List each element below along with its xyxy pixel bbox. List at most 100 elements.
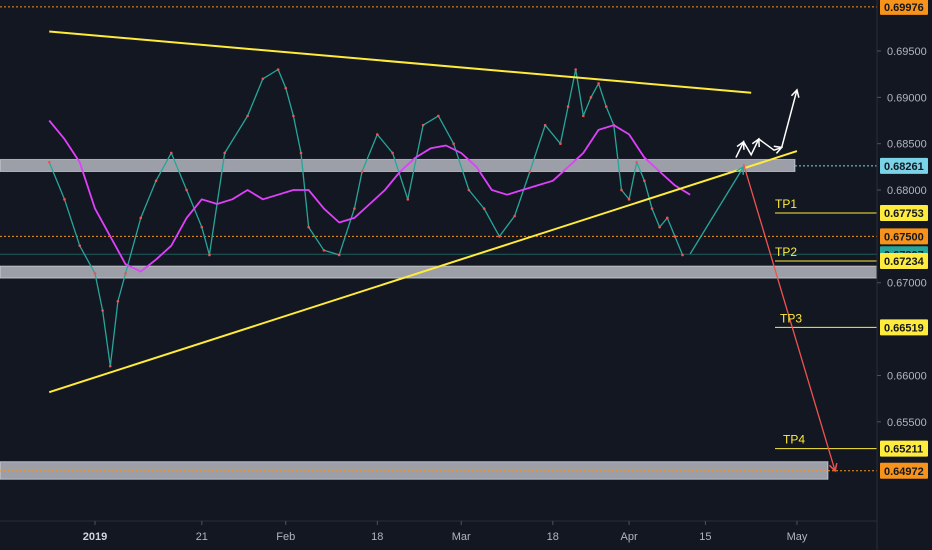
y-tick-label: 0.69000: [887, 92, 927, 104]
tp-label-TP3: TP3: [780, 311, 802, 325]
price-point: [322, 249, 326, 252]
price-point: [597, 82, 600, 85]
price-point: [406, 198, 410, 201]
upper-trendline: [49, 30, 752, 94]
y-tick-label: 0.65500: [887, 417, 927, 429]
price-point: [452, 142, 455, 145]
price-tag: [880, 319, 928, 336]
price-point: [276, 68, 280, 71]
price-tag-label: 0.67500: [884, 231, 924, 243]
drop-arrow-head: [828, 462, 838, 473]
price-point: [528, 170, 532, 173]
price-point: [643, 179, 646, 183]
breakout-arrows-head: [790, 88, 800, 98]
breakout-arrows-head: [773, 145, 784, 154]
price-tag-label: 0.65211: [884, 444, 923, 456]
price-point: [101, 309, 104, 312]
price-point: [337, 253, 341, 257]
price-point: [437, 114, 440, 118]
x-tick-label: Mar: [452, 531, 471, 543]
x-tick-label: May: [787, 531, 808, 543]
price-point: [307, 225, 310, 229]
horizontal-lines-layer: [0, 6, 877, 472]
price-point: [665, 216, 669, 220]
price-point: [566, 105, 570, 108]
price-tag-label: 0.67234: [884, 256, 925, 268]
price-point: [589, 96, 593, 99]
bounce-arrow-head: [736, 165, 745, 175]
x-tick-label: Feb: [276, 531, 295, 543]
x-tick-label: Apr: [621, 531, 638, 543]
price-tag: [880, 204, 928, 221]
y-tick-label: 0.69500: [887, 46, 927, 58]
price-point: [513, 214, 516, 218]
price-point: [681, 253, 684, 257]
y-tick-label: 0.68000: [887, 185, 927, 197]
price-point: [627, 198, 631, 201]
price-axis[interactable]: 0.69500 0.69000 0.68500 0.68000 0.67000 0.660…: [877, 46, 927, 429]
series-layer: [47, 68, 691, 368]
price-point: [650, 207, 654, 210]
price-point: [154, 179, 158, 183]
projections-layer: [689, 88, 838, 473]
take-profit-labels: TP1 TP2 TP3 TP4: [775, 197, 805, 447]
drop-arrow: [742, 163, 836, 472]
price-point: [223, 151, 227, 155]
price-point: [139, 216, 143, 220]
price-tag: [880, 0, 928, 15]
price-point: [620, 188, 623, 192]
price-tag: [880, 462, 928, 479]
price-tag: [880, 157, 928, 174]
breakout-arrows-head: [736, 140, 745, 150]
x-tick-label: 2019: [83, 531, 107, 543]
price-point: [421, 123, 425, 127]
tp-label-TP2: TP2: [775, 245, 797, 259]
price-point: [284, 86, 288, 90]
price-point: [391, 151, 394, 155]
price-point: [376, 133, 379, 136]
price-point: [360, 170, 364, 173]
breakout-arrows-head: [751, 137, 760, 148]
x-tick-label: 21: [196, 531, 208, 543]
price-point: [543, 123, 547, 127]
tp-label-TP4: TP4: [783, 433, 805, 447]
price-point: [635, 160, 639, 164]
price-tag-label: 0.69976: [884, 2, 924, 14]
x-tick-label: 18: [371, 531, 383, 543]
price-point: [108, 364, 112, 368]
price-point: [246, 114, 249, 118]
price-point: [482, 207, 486, 210]
price-point: [47, 160, 51, 164]
y-tick-label: 0.67000: [887, 278, 927, 290]
price-point: [353, 207, 356, 210]
price-point: [582, 114, 585, 118]
price-point: [63, 198, 66, 201]
price-point: [559, 142, 562, 145]
tp-label-TP1: TP1: [775, 197, 797, 211]
lower-trendline: [48, 150, 798, 394]
price-point: [299, 151, 303, 155]
moving-average-line: [48, 119, 691, 273]
price-tag: [880, 253, 928, 270]
x-tick-label: 15: [699, 531, 711, 543]
price-point: [498, 235, 501, 238]
price-point: [78, 244, 82, 247]
price-tag: [880, 228, 928, 245]
price-point: [467, 188, 471, 192]
price-point: [292, 114, 295, 118]
trendlines-layer: [48, 30, 798, 394]
price-point: [208, 253, 211, 257]
price-point: [170, 151, 173, 155]
y-tick-label: 0.66000: [887, 370, 927, 382]
price-point: [604, 105, 608, 108]
price-tag: [880, 440, 928, 457]
price-point: [200, 225, 204, 229]
y-tick-label: 0.68500: [887, 139, 927, 151]
x-tick-label: 18: [547, 531, 559, 543]
price-tag-label: 0.68261: [884, 161, 924, 173]
time-axis[interactable]: 2019 21 Feb 18 Mar 18 Apr 15 May: [83, 521, 808, 543]
price-point: [261, 77, 265, 81]
price-tag-label: 0.66519: [884, 322, 924, 334]
price-tags: 0.699760.682610.677530.675000.673070.672…: [880, 0, 928, 479]
